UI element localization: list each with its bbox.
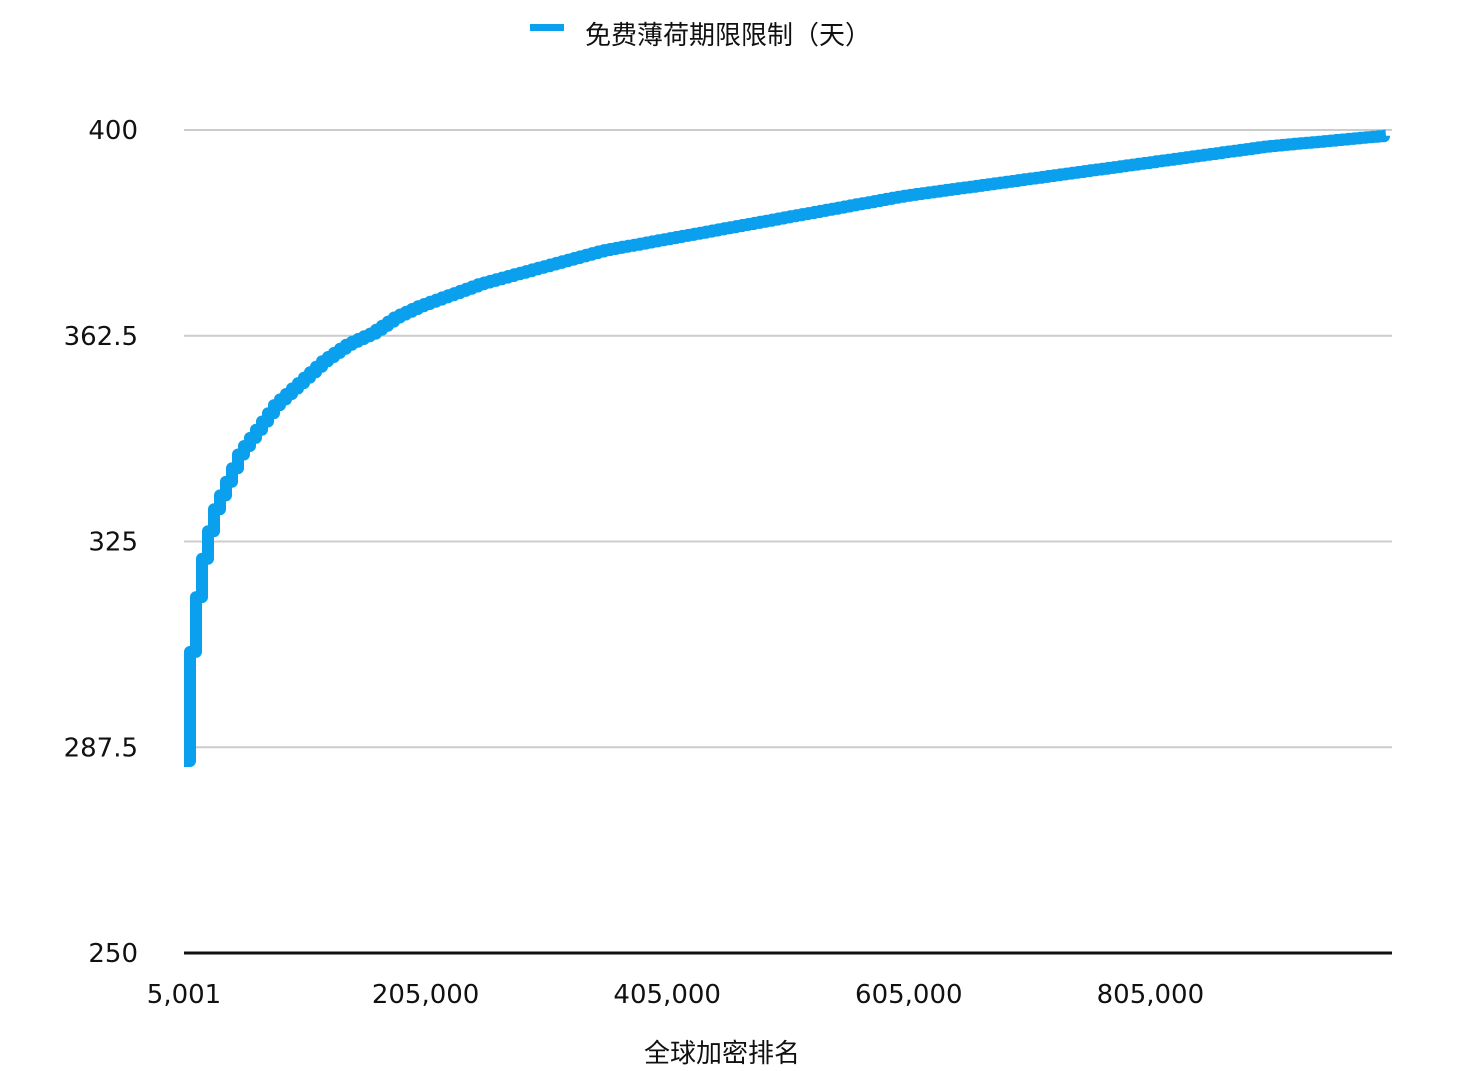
y-tick-label: 250 bbox=[88, 939, 138, 969]
legend-label: 免费薄荷期限限制（天） bbox=[585, 21, 871, 51]
y-axis-ticks: 250 287.5 325 362.5 400 bbox=[64, 116, 138, 969]
legend-swatch bbox=[530, 24, 564, 31]
legend: 免费薄荷期限限制（天） bbox=[530, 21, 871, 51]
x-tick-label: 805,000 bbox=[1097, 980, 1205, 1010]
y-tick-label: 287.5 bbox=[64, 733, 138, 763]
y-tick-label: 400 bbox=[88, 116, 138, 146]
x-tick-label: 605,000 bbox=[855, 980, 963, 1010]
x-axis-ticks: 5,001 205,000 405,000 605,000 805,000 bbox=[147, 980, 1204, 1010]
gridlines bbox=[184, 129, 1392, 749]
x-tick-label: 405,000 bbox=[613, 980, 721, 1010]
y-tick-label: 325 bbox=[88, 528, 138, 558]
y-tick-label: 362.5 bbox=[64, 322, 138, 352]
x-tick-label: 205,000 bbox=[372, 980, 480, 1010]
x-axis-title: 全球加密排名 bbox=[644, 1039, 800, 1069]
x-tick-label: 5,001 bbox=[147, 980, 221, 1010]
series-line bbox=[184, 129, 1390, 767]
